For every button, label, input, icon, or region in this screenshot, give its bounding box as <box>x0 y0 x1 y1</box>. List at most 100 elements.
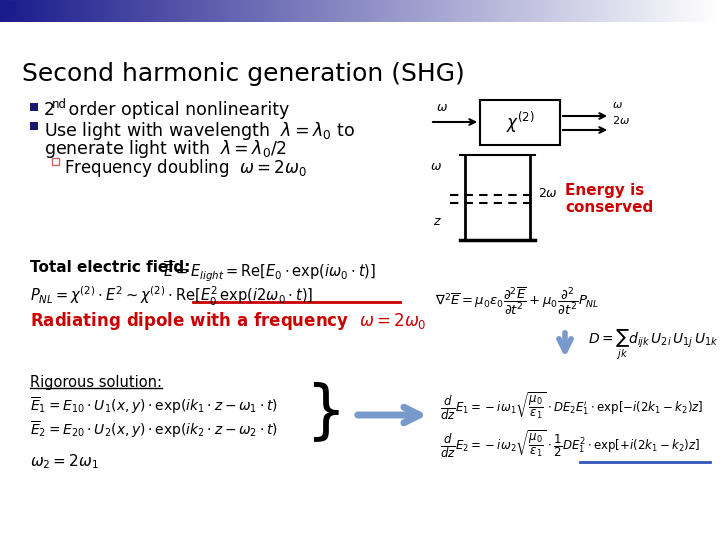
Text: order optical nonlinearity: order optical nonlinearity <box>63 101 289 119</box>
Bar <box>43 0 44 22</box>
Bar <box>524 0 525 22</box>
Bar <box>421 0 422 22</box>
Bar <box>463 0 464 22</box>
Bar <box>572 0 573 22</box>
Bar <box>544 0 545 22</box>
Bar <box>533 0 534 22</box>
Bar <box>419 0 420 22</box>
Bar <box>29 0 30 22</box>
Bar <box>580 0 581 22</box>
Bar <box>312 0 313 22</box>
Bar <box>361 0 362 22</box>
Bar <box>582 0 583 22</box>
Bar <box>352 0 353 22</box>
Bar <box>257 0 258 22</box>
Bar <box>532 0 533 22</box>
Bar <box>490 0 491 22</box>
Bar <box>181 0 182 22</box>
Bar <box>337 0 338 22</box>
Bar <box>345 0 346 22</box>
Bar <box>348 0 349 22</box>
Bar <box>547 0 548 22</box>
Bar <box>681 0 682 22</box>
Bar <box>5 0 6 22</box>
Bar <box>358 0 359 22</box>
Bar <box>515 0 516 22</box>
Bar <box>111 0 112 22</box>
Bar <box>121 0 122 22</box>
Bar <box>667 0 668 22</box>
Bar <box>246 0 247 22</box>
Bar <box>503 0 504 22</box>
Bar <box>474 0 475 22</box>
Bar <box>10 0 11 22</box>
Bar <box>147 0 148 22</box>
Bar <box>48 0 49 22</box>
Bar <box>39 0 40 22</box>
Bar <box>27 0 28 22</box>
Bar <box>397 0 398 22</box>
Bar <box>373 0 374 22</box>
Bar <box>696 0 697 22</box>
Bar <box>381 0 382 22</box>
Bar <box>555 0 556 22</box>
Bar <box>271 0 272 22</box>
Bar <box>211 0 212 22</box>
Bar <box>19 0 20 22</box>
Bar <box>13 0 14 22</box>
Bar <box>465 0 466 22</box>
Bar <box>374 0 375 22</box>
Bar <box>40 0 41 22</box>
Bar <box>709 0 710 22</box>
Bar <box>715 0 716 22</box>
Bar <box>598 0 599 22</box>
Bar <box>455 0 456 22</box>
Bar <box>536 0 537 22</box>
Bar <box>519 0 520 22</box>
Bar <box>444 0 445 22</box>
Bar <box>545 0 546 22</box>
Bar <box>270 0 271 22</box>
Bar <box>622 0 623 22</box>
Bar <box>707 0 708 22</box>
Bar <box>56 0 57 22</box>
Bar <box>492 0 493 22</box>
Bar <box>561 0 562 22</box>
Bar <box>480 100 560 145</box>
Bar <box>291 0 292 22</box>
Bar <box>590 0 591 22</box>
Bar <box>31 0 32 22</box>
Bar <box>551 0 552 22</box>
Bar <box>67 0 68 22</box>
Bar <box>200 0 201 22</box>
Bar <box>366 0 367 22</box>
Bar <box>518 0 519 22</box>
Bar <box>267 0 268 22</box>
Bar <box>245 0 246 22</box>
Bar <box>108 0 109 22</box>
Bar <box>203 0 204 22</box>
Bar <box>456 0 457 22</box>
Bar <box>428 0 429 22</box>
Bar <box>471 0 472 22</box>
Bar <box>390 0 391 22</box>
Bar <box>273 0 274 22</box>
Bar <box>20 0 21 22</box>
Bar <box>192 0 193 22</box>
Bar <box>526 0 527 22</box>
Bar <box>139 0 140 22</box>
Bar <box>646 0 647 22</box>
Text: 2: 2 <box>44 101 55 119</box>
Bar <box>104 0 105 22</box>
Bar <box>380 0 381 22</box>
Bar <box>145 0 146 22</box>
Bar <box>136 0 137 22</box>
Bar <box>65 0 66 22</box>
Bar <box>264 0 265 22</box>
Bar <box>538 0 539 22</box>
Bar <box>652 0 653 22</box>
Bar <box>340 0 341 22</box>
Bar <box>278 0 279 22</box>
Text: $\omega$: $\omega$ <box>612 100 623 110</box>
Text: $z$: $z$ <box>433 215 442 228</box>
